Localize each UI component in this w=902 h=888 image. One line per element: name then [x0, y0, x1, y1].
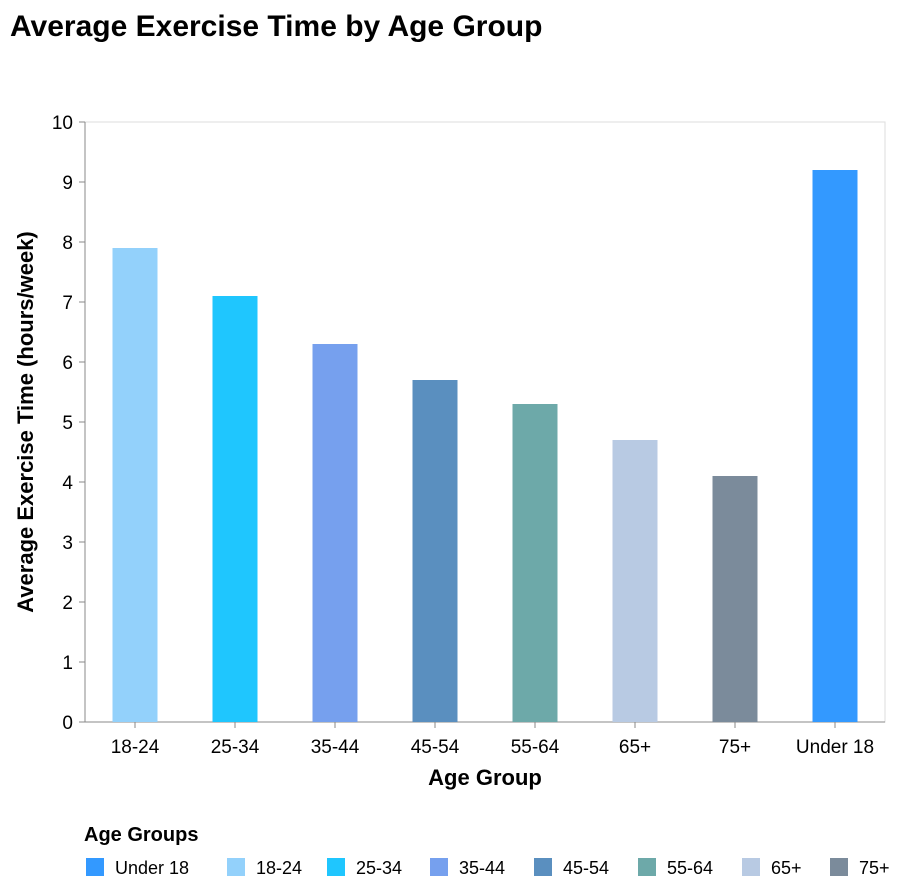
y-tick-label: 6: [62, 353, 73, 374]
x-tick-label: 55-64: [511, 737, 560, 758]
legend-label: 25-34: [356, 858, 402, 878]
bar-75-: [712, 476, 758, 722]
legend-item: 65+: [742, 858, 802, 878]
y-axis: 0 1 2 3 4 5 6 7 8 9 10: [52, 113, 86, 734]
legend-title: Age Groups: [84, 824, 198, 846]
legend-swatch: [327, 858, 345, 876]
plot-frame: [84, 121, 886, 723]
y-tick-label: 3: [62, 533, 73, 554]
bar-55-64: [512, 404, 558, 722]
x-tick-label: 45-54: [411, 737, 460, 758]
x-tick-label: 25-34: [211, 737, 260, 758]
legend-label: Under 18: [115, 858, 189, 878]
legend-swatch: [430, 858, 448, 876]
legend-item: 45-54: [534, 858, 609, 878]
legend-swatch: [742, 858, 760, 876]
legend-item: 18-24: [227, 858, 302, 878]
legend-label: 65+: [771, 858, 802, 878]
legend-item: 35-44: [430, 858, 505, 878]
bar-25-34: [212, 296, 258, 722]
y-tick-label: 1: [62, 653, 73, 674]
legend-swatch: [638, 858, 656, 876]
legend-label: 35-44: [459, 858, 505, 878]
bar-18-24: [112, 248, 158, 722]
legend-label: 75+: [859, 858, 890, 878]
y-axis-title: Average Exercise Time (hours/week): [13, 231, 38, 613]
y-tick-label: 10: [52, 113, 73, 134]
legend-label: 55-64: [667, 858, 713, 878]
legend-item: 75+: [830, 858, 890, 878]
x-tick-label: Under 18: [796, 737, 874, 758]
legend-item: 25-34: [327, 858, 402, 878]
bar-35-44: [312, 344, 358, 722]
legend-swatch: [227, 858, 245, 876]
legend-label: 18-24: [256, 858, 302, 878]
legend-item: 55-64: [638, 858, 713, 878]
legend-swatch: [830, 858, 848, 876]
y-tick-label: 9: [62, 173, 73, 194]
x-tick-label: 35-44: [311, 737, 360, 758]
x-tick-label: 18-24: [111, 737, 160, 758]
x-tick-label: 65+: [619, 737, 651, 758]
y-tick-label: 4: [62, 473, 73, 494]
x-axis-title: Age Group: [428, 765, 542, 790]
bar-under-18: [812, 170, 858, 722]
bars: [112, 170, 858, 722]
x-tick-label: 75+: [719, 737, 751, 758]
y-tick-label: 5: [62, 413, 73, 434]
legend-swatch: [86, 858, 104, 876]
y-tick-label: 8: [62, 233, 73, 254]
legend-swatch: [534, 858, 552, 876]
y-tick-label: 0: [62, 713, 73, 734]
y-tick-label: 7: [62, 293, 73, 314]
bar-65-: [612, 440, 658, 722]
legend-item: Under 18: [86, 858, 189, 878]
chart-title: Average Exercise Time by Age Group: [10, 10, 542, 43]
legend: Age Groups Under 18 18-24 25-34 35-44 45-54 5…: [84, 824, 890, 878]
legend-label: 45-54: [563, 858, 609, 878]
bar-45-54: [412, 380, 458, 722]
y-tick-label: 2: [62, 593, 73, 614]
plot-border: [84, 121, 886, 723]
legend-entries: Under 18 18-24 25-34 35-44 45-54 55-64 65+ 75+: [86, 858, 890, 878]
x-axis: 18-24 25-34 35-44 45-54 55-64 65+ 75+ Under 18: [85, 721, 885, 758]
